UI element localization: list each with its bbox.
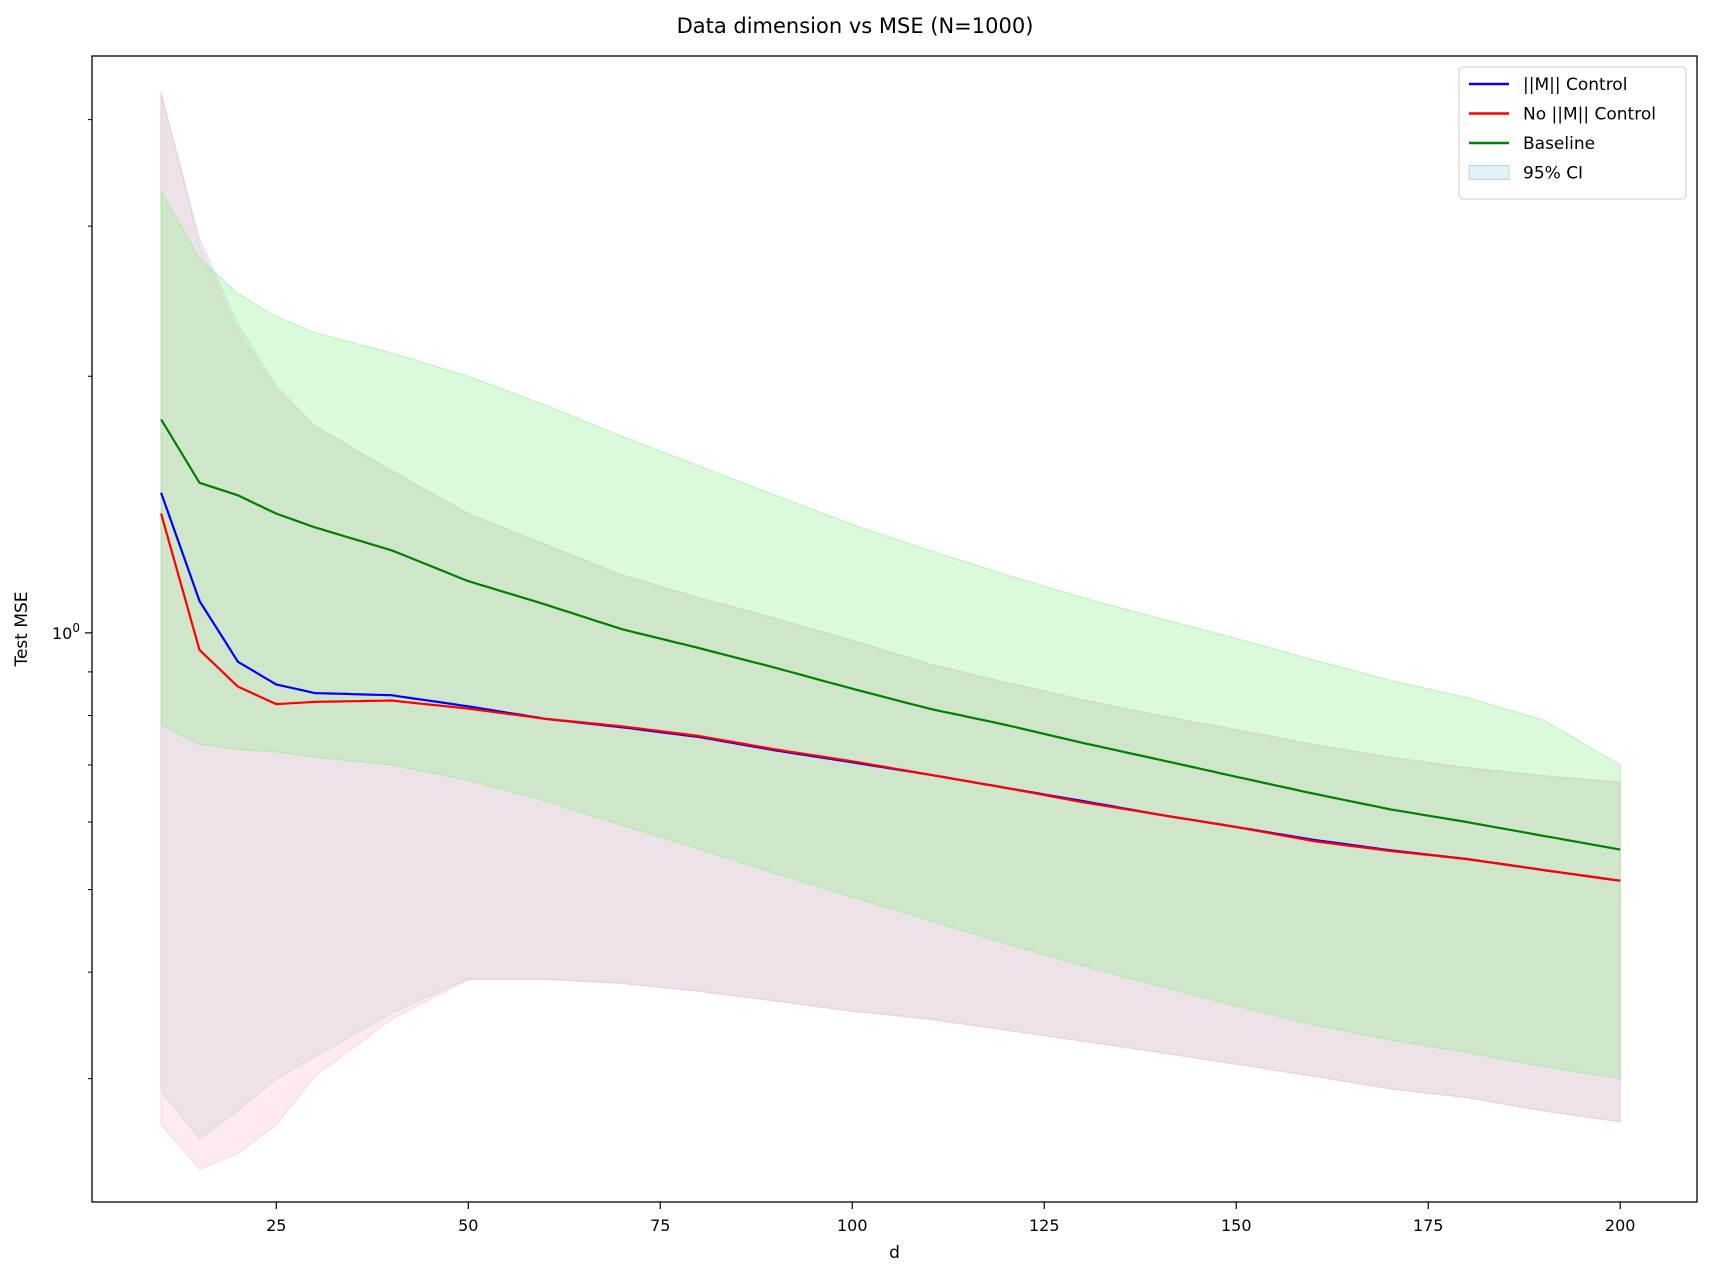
- y-axis-label: Test MSE: [12, 591, 32, 667]
- x-axis: 25 50 75 100 125 150 175 200: [266, 1202, 1635, 1235]
- legend-label: 95% CI: [1523, 164, 1583, 184]
- ci-band-2: [160, 189, 1621, 1080]
- series-line-2: [160, 418, 1621, 851]
- x-tick-label: 200: [1605, 1216, 1636, 1235]
- series-line-1: [160, 513, 1621, 882]
- x-tick-label: 125: [1029, 1216, 1060, 1235]
- legend-label: ||M|| Control: [1523, 75, 1627, 95]
- chart-title: Data dimension vs MSE (N=1000): [677, 14, 1034, 38]
- legend-label: Baseline: [1523, 134, 1595, 154]
- confidence-bands: [160, 92, 1621, 1170]
- plot-area-frame: [91, 55, 1698, 1203]
- x-axis-label: d: [889, 1243, 900, 1263]
- x-tick-label: 75: [650, 1216, 670, 1235]
- x-tick-label: 25: [266, 1216, 286, 1235]
- y-axis: 100: [52, 119, 92, 1080]
- y-tick-label: 100: [52, 621, 80, 643]
- x-tick-label: 50: [458, 1216, 478, 1235]
- ci-band-1: [160, 92, 1621, 1170]
- legend-box: [1458, 66, 1687, 200]
- x-tick-label: 175: [1413, 1216, 1444, 1235]
- legend: ||M|| Control No ||M|| Control Baseline 95%…: [1458, 66, 1687, 200]
- legend-label: No ||M|| Control: [1523, 105, 1656, 125]
- legend-swatch: [1468, 165, 1510, 180]
- x-tick-label: 150: [1221, 1216, 1252, 1235]
- x-tick-label: 100: [837, 1216, 868, 1235]
- series-lines: [160, 418, 1621, 882]
